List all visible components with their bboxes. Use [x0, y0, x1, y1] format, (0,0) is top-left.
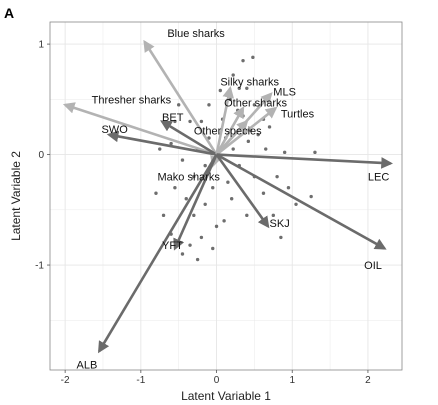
data-point	[237, 86, 241, 90]
grid	[50, 22, 402, 370]
x-tick-label: -2	[61, 375, 70, 386]
vector-label-turtles: Turtles	[281, 109, 315, 121]
data-point	[203, 202, 207, 206]
vector-arrow-bet	[160, 120, 218, 156]
x-tick-label: 0	[214, 375, 220, 386]
data-point	[161, 213, 166, 218]
data-point	[241, 114, 245, 118]
data-point	[176, 103, 181, 107]
panel-letter: A	[4, 5, 14, 21]
vector-label-skj: SKJ	[270, 218, 290, 230]
data-point	[261, 191, 266, 195]
data-point	[309, 194, 313, 199]
y-tick-label: -1	[35, 261, 44, 272]
vector-arrow-other-species	[215, 119, 249, 156]
data-point	[207, 103, 211, 107]
data-point	[192, 174, 196, 179]
data-point	[222, 219, 226, 223]
vector-label-mako-sharks: Mako sharks	[157, 172, 220, 184]
data-point	[214, 224, 219, 229]
vector-arrow-blue-sharks	[143, 39, 218, 156]
data-point	[246, 139, 251, 144]
vector-label-lec: LEC	[368, 172, 389, 184]
data-point	[218, 88, 223, 93]
data-point	[211, 246, 215, 251]
data-point	[192, 213, 196, 218]
panel-border	[49, 21, 403, 371]
x-axis-title: Latent Variable 1	[181, 389, 271, 403]
vector-label-bet: BET	[162, 112, 184, 124]
x-tick-label: 2	[365, 375, 371, 386]
vector-label-other-species: Other species	[194, 125, 262, 137]
data-point	[188, 243, 192, 247]
vector-label-yft: YFT	[162, 240, 183, 252]
vector-arrow-skj	[215, 153, 270, 229]
data-point	[245, 86, 249, 90]
data-point	[180, 158, 185, 162]
y-tick-label: 1	[38, 40, 44, 51]
x-tick-label: -1	[136, 375, 145, 386]
data-point	[256, 132, 260, 137]
vector-label-other-sharks: Other sharks	[224, 98, 287, 110]
vector-arrow-oil	[215, 153, 387, 250]
data-point	[184, 197, 188, 201]
vector-label-mls: MLS	[273, 87, 296, 99]
data-point	[264, 147, 268, 151]
data-point	[199, 119, 204, 124]
data-point	[199, 235, 204, 240]
x-tick-label: 1	[289, 375, 295, 386]
vector-arrow-thresher-sharks	[62, 102, 217, 156]
data-point	[252, 103, 257, 107]
data-point	[251, 55, 255, 60]
vector-arrow-silky-sharks	[215, 85, 235, 155]
data-point	[271, 213, 276, 218]
vector-label-silky-sharks: Silky sharks	[220, 77, 279, 89]
y-axis-title: Latent Variable 2	[9, 151, 23, 241]
data-point	[173, 119, 177, 124]
data-point	[275, 174, 279, 179]
vector-arrow-yft	[173, 154, 218, 251]
data-point	[279, 235, 283, 240]
axis-ticks: -2 -1 0 1 2 -1 0 1	[35, 40, 371, 386]
data-point	[286, 186, 291, 190]
data-point	[203, 163, 207, 168]
vector-label-alb: ALB	[76, 359, 97, 371]
data-point	[294, 202, 298, 206]
data-point	[211, 186, 215, 190]
data-point	[245, 213, 249, 218]
vector-label-blue-sharks: Blue sharks	[167, 28, 225, 40]
vector-arrow-other-sharks	[215, 106, 245, 156]
loading-vectors	[62, 39, 393, 354]
vector-label-oil: OIL	[364, 260, 382, 272]
data-point	[231, 147, 235, 151]
data-point	[169, 141, 173, 146]
data-point	[195, 257, 200, 262]
data-point	[241, 58, 245, 63]
vector-labels: Blue sharks Thresher sharks SWO BET Silky sh…	[76, 28, 389, 371]
data-point	[207, 136, 211, 140]
data-point	[188, 119, 192, 124]
data-point	[313, 150, 317, 155]
vector-arrow-lec	[216, 153, 393, 169]
data-point	[229, 197, 234, 201]
vector-label-swo: SWO	[101, 124, 128, 136]
data-point	[226, 180, 230, 184]
data-point	[158, 147, 162, 151]
data-point	[282, 150, 287, 155]
data-point	[180, 252, 185, 256]
data-point	[267, 125, 272, 129]
data-point	[231, 73, 235, 77]
y-tick-label: 0	[38, 150, 44, 161]
vector-arrow-swo	[106, 130, 217, 156]
data-point	[154, 191, 158, 195]
vector-label-thresher-sharks: Thresher sharks	[92, 94, 172, 106]
vector-arrow-alb	[98, 153, 218, 354]
data-point	[173, 186, 177, 190]
